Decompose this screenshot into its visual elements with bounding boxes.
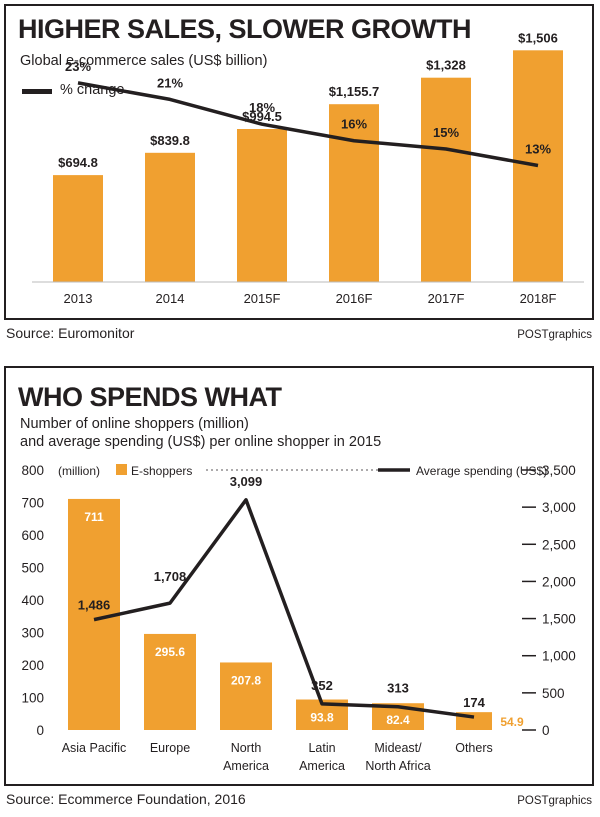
legend-swatch-eshoppers	[116, 464, 127, 475]
pct-change-label: 13%	[525, 142, 551, 157]
right-axis-tick-label: 1,500	[542, 612, 576, 627]
left-axis-tick-label: 400	[21, 593, 44, 608]
avg-spending-label: 1,708	[154, 569, 187, 584]
chart2-source: Source: Ecommerce Foundation, 2016	[6, 791, 246, 807]
bar-2014	[145, 152, 195, 282]
right-axis-tick-label: 500	[542, 686, 565, 701]
left-axis-tick-label: 0	[36, 723, 44, 738]
chart1-source: Source: Euromonitor	[6, 325, 135, 341]
bar-value-label: 711	[84, 510, 104, 524]
legend-label-spending: Average spending (US$)	[416, 464, 547, 478]
pct-change-label: 15%	[433, 125, 459, 140]
bar-europe	[144, 633, 196, 730]
x-tick-label: 2015F	[244, 291, 281, 306]
legend-label-eshoppers: E-shoppers	[131, 464, 192, 478]
chart2-subtitle-line2: and average spending (US$) per online sh…	[20, 434, 382, 450]
x-tick-label: Europe	[150, 741, 190, 755]
bar-value-label: 295.6	[155, 645, 185, 659]
bar-value-label: 207.8	[231, 673, 261, 687]
chart1-title: HIGHER SALES, SLOWER GROWTH	[18, 14, 472, 44]
avg-spending-label: 174	[463, 695, 485, 710]
left-axis-unit-label: (million)	[58, 464, 100, 478]
right-axis-tick-label: 2,000	[542, 574, 576, 589]
chart1-legend-label: % change	[60, 82, 125, 98]
x-tick-label: Others	[455, 741, 493, 755]
chart1-legend-line-swatch	[22, 89, 52, 94]
right-axis-tick-label: 2,500	[542, 537, 576, 552]
chart1-subtitle: Global e-commerce sales (US$ billion)	[20, 53, 268, 69]
chart1-credit: POSTgraphics	[517, 329, 592, 341]
x-tick-label: Latin	[308, 741, 335, 755]
avg-spending-label: 1,486	[78, 598, 111, 613]
bar-value-label: $839.8	[150, 133, 190, 148]
x-tick-label: 2017F	[428, 291, 465, 306]
left-axis-tick-label: 200	[21, 658, 44, 673]
sales-growth-panel: HIGHER SALES, SLOWER GROWTH Global e-com…	[4, 4, 594, 320]
pct-change-label: 23%	[65, 59, 91, 74]
avg-spending-label: 3,099	[230, 474, 263, 489]
avg-spending-label: 352	[311, 678, 333, 693]
bar-value-label: $694.8	[58, 155, 98, 170]
x-tick-label: America	[223, 759, 269, 773]
who-spends-panel: WHO SPENDS WHAT Number of online shopper…	[4, 366, 594, 786]
bar-2013	[53, 175, 103, 282]
bar-2018F	[513, 50, 563, 282]
x-tick-label: Mideast/	[374, 741, 422, 755]
x-tick-label: 2013	[64, 291, 93, 306]
bar-north-america	[220, 662, 272, 730]
x-tick-label: 2016F	[336, 291, 373, 306]
chart2-credit: POSTgraphics	[517, 795, 592, 807]
avg-spending-line	[93, 498, 475, 719]
bar-2015F	[237, 129, 287, 282]
bar-2017F	[421, 77, 471, 282]
pct-change-label: 16%	[341, 117, 367, 132]
avg-spending-label: 313	[387, 681, 409, 696]
left-axis-tick-label: 700	[21, 496, 44, 511]
sales-growth-chart: $694.82013$839.82014$994.52015F$1,155.72…	[32, 30, 584, 306]
left-axis-tick-label: 800	[21, 463, 44, 478]
bar-value-label: 93.8	[310, 711, 334, 725]
right-axis-tick-label: 1,000	[542, 649, 576, 664]
who-spends-chart: 0 100 200 300 400 500 600 700 800 0 500 1,000 1,500 2…	[21, 463, 576, 773]
left-axis-tick-label: 600	[21, 528, 44, 543]
bar-value-label: $1,328	[426, 58, 466, 73]
right-axis-tick-label: 3,000	[542, 500, 576, 515]
right-axis-tick-label: 0	[542, 723, 550, 738]
bar-value-label: 54.9	[500, 715, 524, 729]
bar-value-label: 82.4	[386, 713, 410, 727]
bar-2016F	[329, 104, 379, 282]
pct-change-line	[77, 81, 539, 168]
x-tick-label: 2018F	[520, 291, 557, 306]
chart2-subtitle-line1: Number of online shoppers (million)	[20, 416, 249, 432]
left-axis-tick-label: 100	[21, 691, 44, 706]
x-tick-label: North	[231, 741, 262, 755]
bar-value-label: $1,506	[518, 30, 558, 45]
chart2-title: WHO SPENDS WHAT	[18, 382, 282, 412]
x-tick-label: Asia Pacific	[62, 741, 127, 755]
pct-change-label: 18%	[249, 100, 275, 115]
x-tick-label: America	[299, 759, 345, 773]
pct-change-label: 21%	[157, 75, 183, 90]
left-axis-tick-label: 500	[21, 561, 44, 576]
left-axis-tick-label: 300	[21, 626, 44, 641]
x-tick-label: North Africa	[365, 759, 430, 773]
right-axis-tick-label: 3,500	[542, 463, 576, 478]
x-tick-label: 2014	[156, 291, 185, 306]
bar-value-label: $1,155.7	[329, 84, 380, 99]
